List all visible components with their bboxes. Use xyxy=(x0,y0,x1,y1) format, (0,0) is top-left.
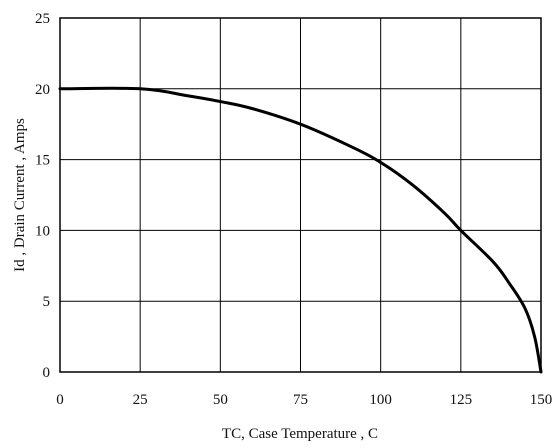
plot-frame xyxy=(59,17,542,373)
series-line-0 xyxy=(58,86,543,374)
y-tick-label-0: 0 xyxy=(43,365,51,381)
y-tick-label-15: 15 xyxy=(35,153,50,169)
y-tick-labels: 0 5 10 15 20 25 xyxy=(35,11,50,381)
x-tick-label-75: 75 xyxy=(293,392,308,408)
y-tick-label-10: 10 xyxy=(35,223,50,239)
y-tick-label-5: 5 xyxy=(43,294,51,310)
plot-border xyxy=(59,17,542,373)
y-tick-label-25: 25 xyxy=(35,11,50,27)
x-tick-label-25: 25 xyxy=(133,392,148,408)
series-layer xyxy=(58,86,543,374)
y-tick-label-20: 20 xyxy=(35,82,50,98)
x-axis-label: TC, Case Temperature , C xyxy=(222,426,378,442)
x-tick-labels: 0 25 50 75 100 125 150 xyxy=(56,392,552,408)
x-tick-label-125: 125 xyxy=(450,392,473,408)
grid-lines xyxy=(59,17,542,373)
x-tick-label-100: 100 xyxy=(369,392,392,408)
x-tick-label-150: 150 xyxy=(530,392,553,408)
x-tick-label-0: 0 xyxy=(56,392,64,408)
x-tick-label-50: 50 xyxy=(213,392,228,408)
y-axis-label: Id , Drain Current , Amps xyxy=(12,118,28,272)
